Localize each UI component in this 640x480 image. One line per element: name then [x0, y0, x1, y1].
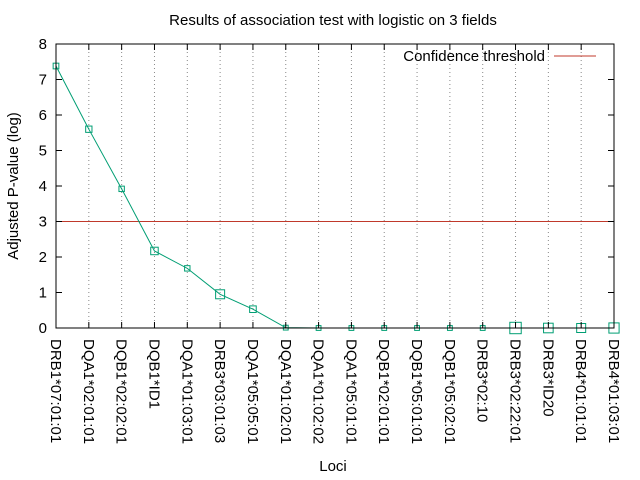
x-tick-label: DRB1*07:01:01 [47, 339, 64, 443]
series-group [52, 62, 620, 335]
y-tick-label: 8 [39, 36, 47, 53]
x-tick-label: DQB1*05:01:01 [408, 339, 425, 444]
y-tick-label: 6 [39, 107, 47, 124]
x-tick-label: DRB3*03:01:03 [211, 339, 228, 443]
x-tick-label: DRB3*02:10 [474, 339, 491, 422]
x-tick-label: DQB1*05:02:01 [441, 339, 458, 444]
x-tick-label: DQA1*01:02:02 [310, 339, 327, 444]
x-tick-label: DQA1*01:02:01 [277, 339, 294, 444]
x-tick-label: DQB1*ID1 [145, 339, 162, 409]
x-tick-label: DRB4*01:03:01 [605, 339, 622, 443]
plot-frame [55, 43, 615, 329]
data-point [118, 185, 125, 193]
y-tick-label: 2 [39, 249, 47, 266]
y-tick-label: 0 [39, 320, 47, 337]
y-tick-label: 1 [39, 285, 47, 302]
x-tick-label: DQA1*01:03:01 [178, 339, 195, 444]
x-tick-label: DRB3*ID20 [539, 339, 556, 417]
y-axis: 0 1 2 3 4 5 6 7 8 [39, 36, 614, 337]
x-tick-label: DQB1*02:01:01 [375, 339, 392, 444]
x-tick-label: DQA1*02:01:01 [80, 339, 97, 444]
x-axis-label: Loci [319, 458, 347, 475]
data-point [85, 125, 93, 133]
y-tick-label: 4 [39, 178, 47, 195]
legend-label: Confidence threshold [403, 48, 545, 65]
x-tick-label: DRB3*02:22:01 [507, 339, 524, 443]
x-tick-label: DQA1*05:01:01 [342, 339, 359, 444]
series-line [55, 65, 614, 329]
data-point [184, 265, 191, 272]
x-tick-label: DQA1*05:05:01 [244, 339, 261, 444]
y-tick-label: 3 [39, 214, 47, 231]
data-point [249, 305, 257, 313]
x-tick-label: DQB1*02:02:01 [113, 339, 130, 444]
grid [88, 44, 582, 328]
chart-title: Results of association test with logisti… [169, 12, 497, 29]
x-axis: DRB1*07:01:01 DQA1*02:01:01 DQB1*02:02:01 D… [47, 44, 622, 444]
data-point [215, 289, 226, 300]
x-tick-label: DRB4*01:01:01 [572, 339, 589, 443]
y-tick-label: 5 [39, 143, 47, 160]
legend: Confidence threshold [403, 48, 596, 65]
y-tick-label: 7 [39, 72, 47, 89]
data-point [150, 246, 159, 256]
y-axis-label: Adjusted P-value (log) [5, 112, 22, 260]
